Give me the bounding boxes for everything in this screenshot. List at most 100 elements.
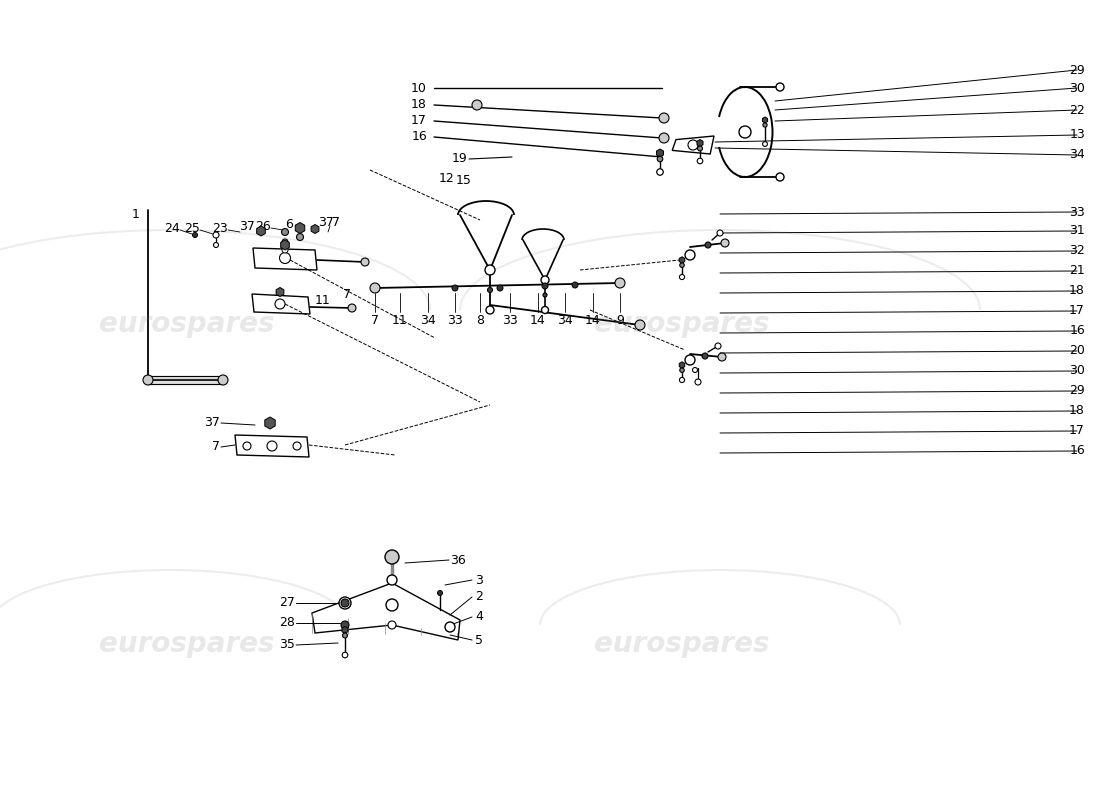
- Text: 37: 37: [205, 417, 220, 430]
- Circle shape: [776, 83, 784, 91]
- Circle shape: [697, 146, 703, 151]
- Circle shape: [279, 253, 290, 263]
- Circle shape: [438, 590, 442, 595]
- Text: 20: 20: [1069, 345, 1085, 358]
- Text: 31: 31: [1069, 225, 1085, 238]
- Circle shape: [542, 283, 548, 289]
- Text: 32: 32: [1069, 245, 1085, 258]
- Circle shape: [572, 282, 578, 288]
- Text: 33: 33: [1069, 206, 1085, 218]
- Polygon shape: [295, 222, 305, 234]
- Circle shape: [275, 299, 285, 309]
- Circle shape: [218, 375, 228, 385]
- Text: 9: 9: [616, 314, 624, 326]
- Text: 7: 7: [371, 314, 380, 326]
- Text: 34: 34: [557, 314, 573, 326]
- Polygon shape: [672, 136, 714, 154]
- Polygon shape: [256, 226, 265, 236]
- Circle shape: [143, 375, 153, 385]
- Text: 18: 18: [1069, 285, 1085, 298]
- Text: 14: 14: [530, 314, 546, 326]
- Circle shape: [192, 233, 198, 238]
- Text: 2: 2: [475, 590, 483, 603]
- Text: 7: 7: [343, 289, 351, 302]
- Circle shape: [452, 285, 458, 291]
- Text: eurospares: eurospares: [594, 310, 770, 338]
- Circle shape: [497, 285, 503, 291]
- Polygon shape: [762, 117, 768, 123]
- Circle shape: [342, 633, 348, 638]
- Text: 7: 7: [332, 217, 340, 230]
- Circle shape: [282, 229, 288, 235]
- Text: 13: 13: [1069, 129, 1085, 142]
- Polygon shape: [657, 149, 663, 157]
- Circle shape: [715, 343, 720, 349]
- Text: 16: 16: [411, 130, 427, 143]
- Text: 3: 3: [475, 574, 483, 586]
- Circle shape: [541, 306, 549, 314]
- Text: 29: 29: [1069, 63, 1085, 77]
- Polygon shape: [265, 417, 275, 429]
- Text: eurospares: eurospares: [99, 630, 275, 658]
- Circle shape: [282, 247, 288, 253]
- Text: eurospares: eurospares: [594, 630, 770, 658]
- Text: 10: 10: [411, 82, 427, 94]
- Text: 11: 11: [392, 314, 408, 326]
- Circle shape: [688, 140, 698, 150]
- Circle shape: [541, 276, 549, 284]
- Text: 34: 34: [1069, 149, 1085, 162]
- Text: 33: 33: [502, 314, 518, 326]
- Polygon shape: [697, 139, 703, 146]
- Circle shape: [776, 173, 784, 181]
- Circle shape: [385, 550, 399, 564]
- Polygon shape: [312, 583, 460, 640]
- Text: 11: 11: [315, 294, 330, 306]
- Text: 26: 26: [255, 219, 271, 233]
- Circle shape: [293, 442, 301, 450]
- Circle shape: [718, 353, 726, 361]
- Circle shape: [243, 442, 251, 450]
- Polygon shape: [311, 225, 319, 234]
- Text: 6: 6: [285, 218, 293, 230]
- Circle shape: [739, 126, 751, 138]
- Polygon shape: [253, 248, 317, 270]
- Circle shape: [615, 278, 625, 288]
- Circle shape: [370, 283, 379, 293]
- Text: 21: 21: [1069, 265, 1085, 278]
- Text: 37: 37: [318, 217, 334, 230]
- Text: 17: 17: [411, 114, 427, 127]
- Text: 17: 17: [1069, 305, 1085, 318]
- Circle shape: [693, 367, 697, 373]
- Text: 18: 18: [411, 98, 427, 111]
- Circle shape: [341, 621, 349, 629]
- Circle shape: [339, 597, 351, 609]
- Text: 12: 12: [438, 173, 454, 186]
- Circle shape: [695, 379, 701, 385]
- Text: 36: 36: [450, 554, 465, 566]
- Text: 1: 1: [132, 209, 140, 222]
- Circle shape: [472, 100, 482, 110]
- Text: 17: 17: [1069, 425, 1085, 438]
- Polygon shape: [276, 287, 284, 297]
- Text: 5: 5: [475, 634, 483, 646]
- Circle shape: [543, 293, 547, 297]
- Circle shape: [702, 353, 708, 359]
- Text: 8: 8: [476, 314, 484, 326]
- Text: 25: 25: [184, 222, 200, 234]
- Text: 30: 30: [1069, 82, 1085, 94]
- Polygon shape: [252, 294, 310, 314]
- Circle shape: [685, 355, 695, 365]
- Text: 23: 23: [212, 222, 228, 234]
- Text: 15: 15: [456, 174, 472, 186]
- Polygon shape: [235, 435, 309, 457]
- Circle shape: [657, 156, 663, 162]
- Circle shape: [717, 230, 723, 236]
- Text: 29: 29: [1069, 385, 1085, 398]
- Circle shape: [720, 239, 729, 247]
- Circle shape: [680, 368, 684, 373]
- Circle shape: [386, 599, 398, 611]
- Circle shape: [659, 113, 669, 123]
- Circle shape: [297, 234, 304, 241]
- Circle shape: [485, 265, 495, 275]
- Text: 16: 16: [1069, 445, 1085, 458]
